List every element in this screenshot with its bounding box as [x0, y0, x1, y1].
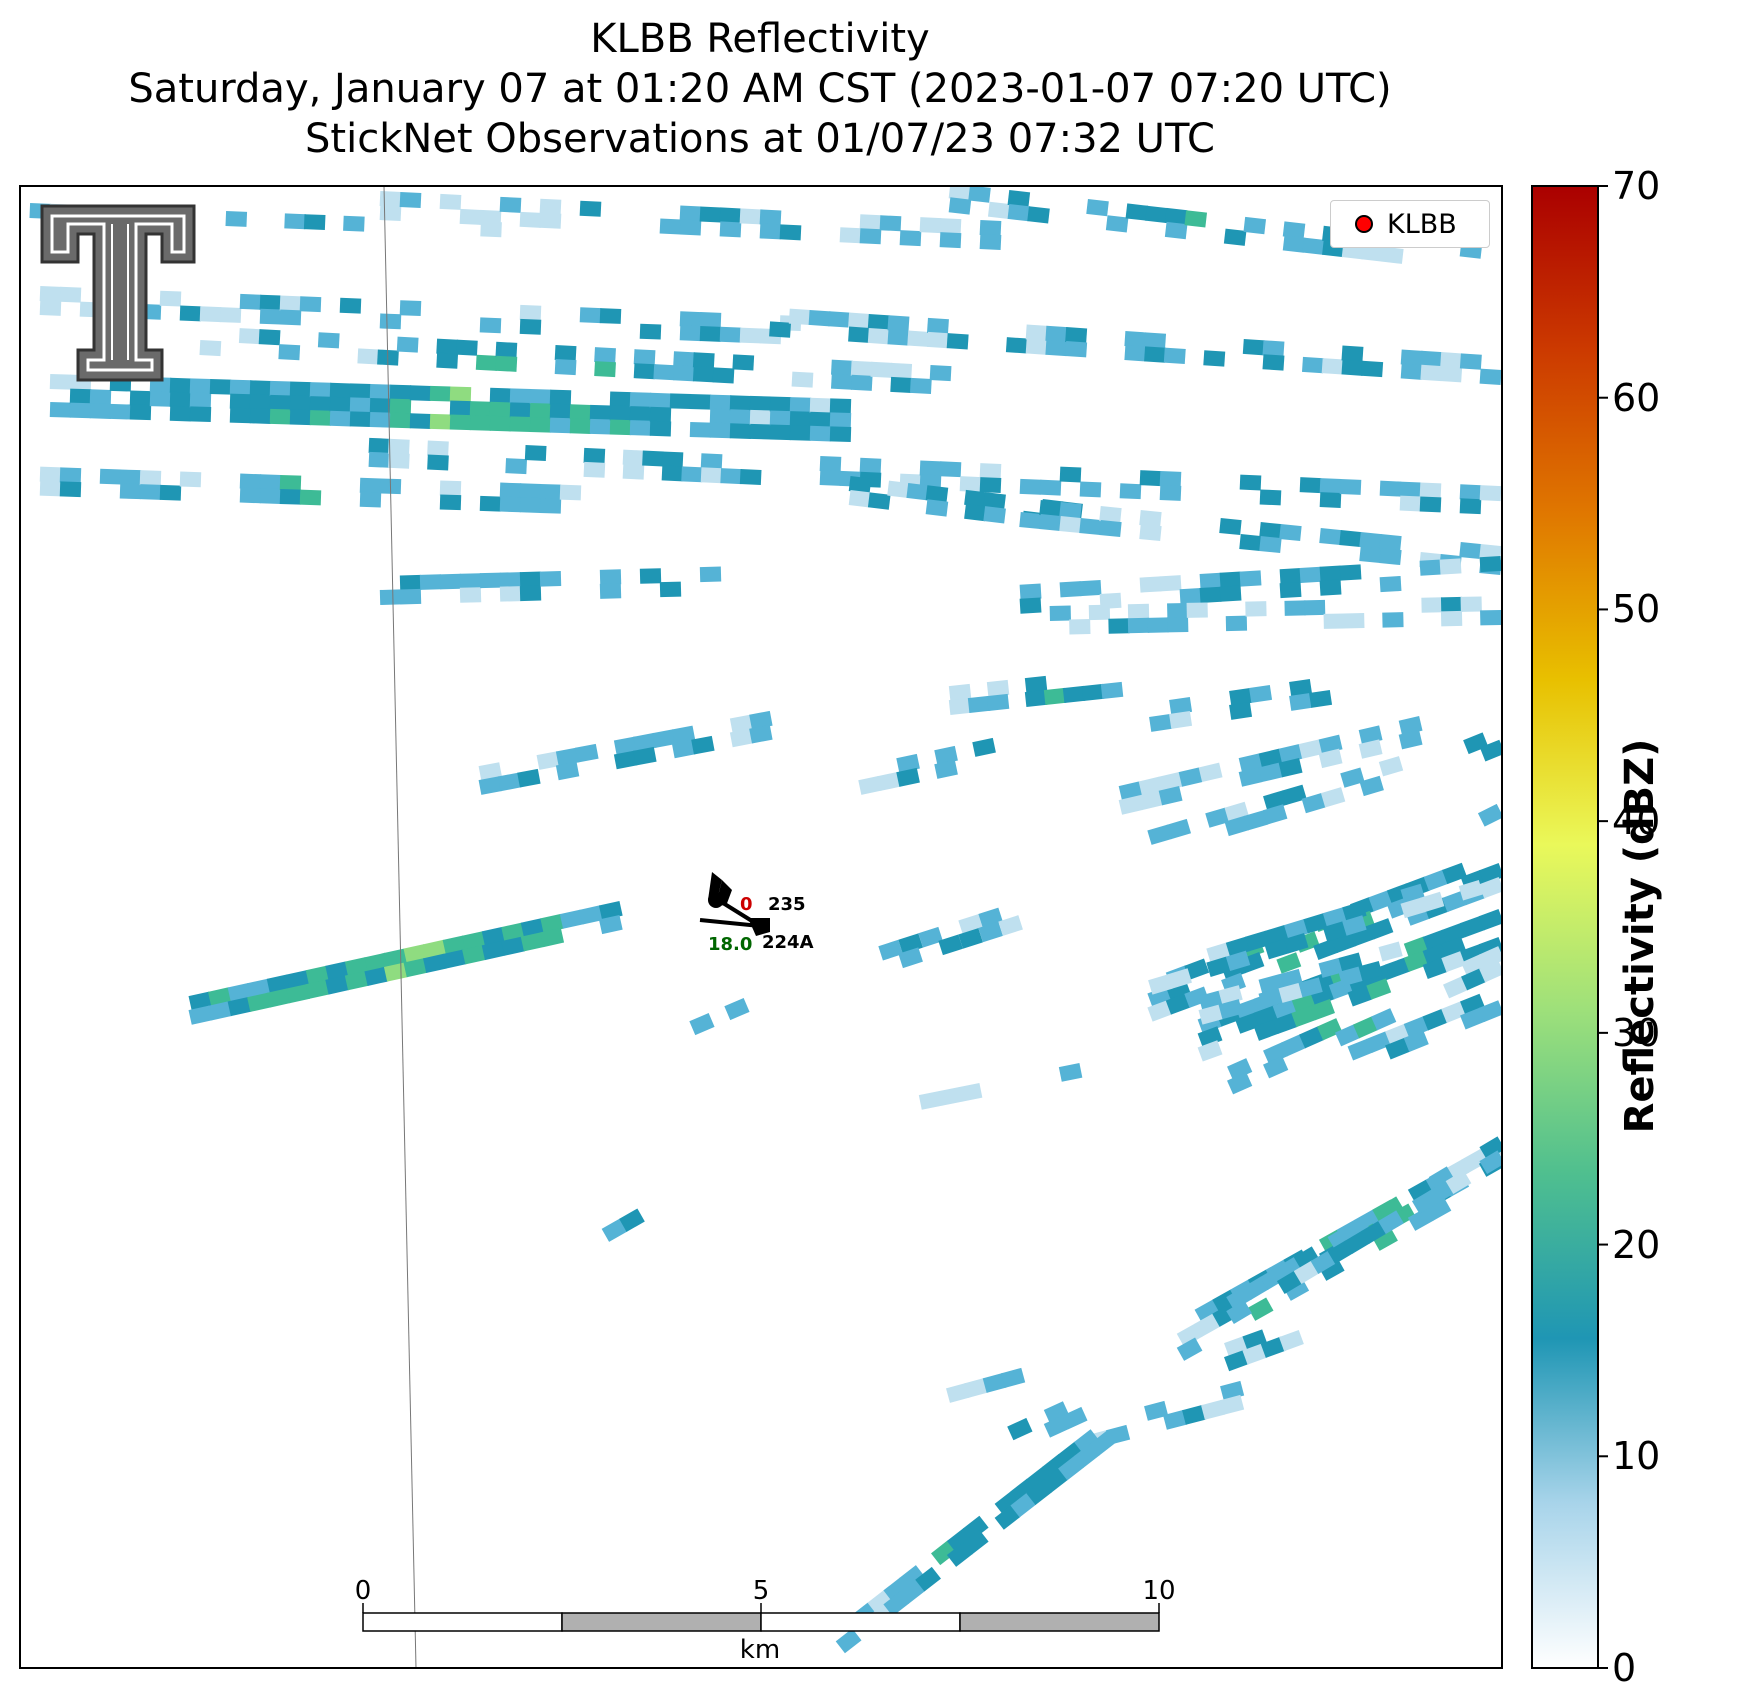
colorbar-tick-label-20: 20	[1612, 1223, 1661, 1267]
scale-tick-5: 5	[752, 1576, 770, 1606]
legend: KLBB	[1330, 200, 1490, 248]
colorbar-tick-label-60: 60	[1612, 376, 1661, 420]
scale-bar	[362, 1603, 1160, 1632]
station-dewpoint: 18.0	[708, 934, 753, 955]
colorbar	[1531, 185, 1599, 1669]
title-line-2: Saturday, January 07 at 01:20 AM CST (20…	[128, 66, 1392, 112]
county-boundary-line	[383, 186, 417, 1668]
scale-tick-0: 0	[354, 1576, 372, 1606]
klbb-marker-icon	[1355, 215, 1373, 233]
station-id-primary: 235	[768, 894, 806, 915]
texas-tech-double-t-logo	[40, 204, 196, 382]
legend-label: KLBB	[1387, 208, 1457, 240]
colorbar-tick-label-30: 30	[1612, 1011, 1661, 1055]
title-line-1: KLBB Reflectivity	[590, 16, 930, 62]
colorbar-tick-label-50: 50	[1612, 587, 1661, 631]
colorbar-tick-label-0: 0	[1612, 1646, 1637, 1690]
colorbar-tick-label-70: 70	[1612, 164, 1661, 208]
reflectivity-echoes	[29, 186, 1502, 1654]
title-line-3: StickNet Observations at 01/07/23 07:32 …	[305, 116, 1215, 162]
colorbar-tick-label-10: 10	[1612, 1434, 1661, 1478]
colorbar-title: Reflectivity (dBZ)	[1617, 738, 1663, 1134]
scale-tick-10: 10	[1142, 1576, 1176, 1606]
map-frame	[19, 185, 1503, 1669]
station-id-secondary: 224A	[762, 932, 814, 953]
station-temp: 0	[740, 894, 753, 915]
colorbar-ticks	[1598, 185, 1608, 1669]
colorbar-tick-label-40: 40	[1612, 799, 1661, 843]
sticknet-station[interactable]	[699, 872, 770, 936]
scale-unit: km	[739, 1635, 781, 1665]
